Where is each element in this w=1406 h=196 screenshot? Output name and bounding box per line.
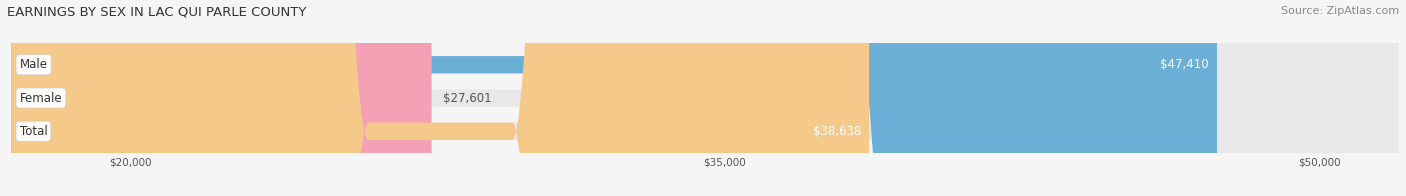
Text: $27,601: $27,601 (443, 92, 491, 104)
Text: $38,638: $38,638 (813, 125, 860, 138)
Text: $47,410: $47,410 (1160, 58, 1209, 71)
FancyBboxPatch shape (11, 0, 432, 196)
Text: Source: ZipAtlas.com: Source: ZipAtlas.com (1281, 6, 1399, 16)
Text: Female: Female (20, 92, 62, 104)
FancyBboxPatch shape (11, 0, 1218, 196)
FancyBboxPatch shape (11, 0, 1399, 196)
Text: EARNINGS BY SEX IN LAC QUI PARLE COUNTY: EARNINGS BY SEX IN LAC QUI PARLE COUNTY (7, 6, 307, 19)
Text: Male: Male (20, 58, 48, 71)
FancyBboxPatch shape (11, 0, 1399, 196)
FancyBboxPatch shape (11, 0, 1399, 196)
FancyBboxPatch shape (11, 0, 869, 196)
Text: Total: Total (20, 125, 48, 138)
